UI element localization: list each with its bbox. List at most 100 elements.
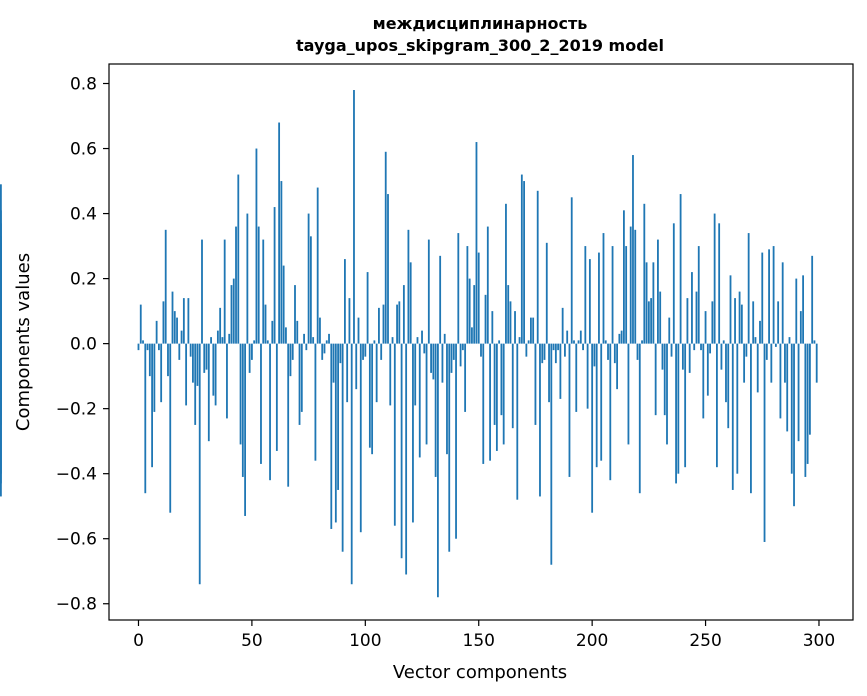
bar-299: [815, 343, 818, 383]
bar-220: [636, 343, 639, 360]
bar-72: [300, 343, 303, 412]
bar-68: [291, 343, 294, 360]
bar-117: [402, 285, 405, 344]
bar-208: [609, 343, 612, 481]
bar-232: [663, 343, 666, 416]
bar-209: [611, 246, 614, 344]
bar-25: [194, 343, 197, 425]
bar-34: [214, 343, 217, 406]
bar-196: [582, 343, 584, 351]
bar-144: [464, 343, 467, 412]
plot-frame: [108, 63, 854, 621]
bar-undefined: [0, 343, 2, 399]
bar-105: [375, 343, 378, 403]
bar-22: [187, 298, 190, 344]
bar-59: [271, 320, 274, 344]
bar-201: [593, 343, 596, 367]
x-tick-label: 0: [133, 631, 144, 651]
bar-268: [745, 343, 748, 357]
x-axis: 0 50 100 150 200 250 300: [133, 620, 835, 651]
bar-290: [795, 278, 798, 344]
bar-57: [266, 340, 269, 344]
bar-52: [255, 148, 258, 344]
bar-236: [672, 223, 675, 344]
bar-179: [543, 343, 546, 360]
bar-191: [570, 197, 573, 344]
bar-297: [811, 255, 814, 344]
bar-101: [366, 272, 369, 344]
bar-56: [264, 304, 267, 344]
bar-116: [400, 343, 403, 559]
bar-120: [409, 262, 412, 344]
bar-100: [364, 343, 367, 357]
bar-284: [781, 262, 784, 344]
bar-264: [736, 343, 739, 474]
bar-283: [779, 343, 782, 419]
bar-198: [586, 343, 589, 409]
bar-53: [257, 226, 260, 344]
bar-164: [509, 301, 512, 344]
bar-19: [180, 330, 183, 344]
bar-295: [806, 343, 809, 464]
bar-58: [269, 343, 271, 481]
bar-106: [378, 307, 380, 344]
bar-193: [575, 343, 578, 412]
bar-95: [353, 90, 355, 344]
bar-undefined: [0, 343, 2, 497]
bar-166: [514, 311, 516, 344]
y-tick-label: 0.2: [70, 270, 97, 290]
bar-218: [632, 155, 634, 344]
bar-12: [164, 229, 167, 344]
bar-259: [725, 343, 727, 403]
bar-73: [303, 333, 305, 344]
bar-133: [439, 255, 442, 344]
bar-115: [398, 301, 401, 344]
bar-129: [430, 343, 432, 373]
bar-125: [421, 330, 423, 344]
bar-7: [153, 343, 156, 412]
y-tick-label: −0.8: [56, 595, 97, 615]
bar-240: [681, 343, 684, 370]
bar-188: [564, 343, 566, 357]
bar-227: [652, 262, 655, 344]
chart-subtitle: tayga_upos_skipgram_300_2_2019 model: [296, 36, 664, 55]
bar-84: [328, 333, 330, 344]
bar-169: [520, 174, 523, 344]
bar-61: [275, 343, 278, 451]
chart-title: междисциплинарность: [373, 14, 588, 33]
bar-286: [786, 343, 789, 432]
bar-81: [321, 343, 324, 360]
bar-184: [554, 343, 557, 364]
bar-114: [396, 304, 398, 344]
bar-45: [239, 343, 242, 445]
bar-256: [718, 223, 721, 344]
bar-93: [348, 298, 351, 344]
bar-230: [659, 291, 662, 344]
bar-23: [189, 343, 192, 357]
bar-245: [693, 343, 696, 351]
bar-176: [536, 190, 539, 344]
bar-210: [613, 343, 616, 364]
bar-298: [813, 340, 816, 344]
bar-149: [475, 142, 478, 344]
bar-55: [262, 239, 265, 344]
bar-26: [196, 343, 199, 386]
bar-190: [568, 343, 571, 477]
bar-66: [287, 343, 290, 487]
bar-183: [552, 343, 555, 351]
bar-202: [595, 343, 598, 468]
bar-172: [527, 340, 530, 344]
bar-14: [169, 343, 172, 513]
bar-17: [176, 317, 178, 344]
bar-151: [480, 343, 482, 357]
bar-168: [518, 337, 521, 344]
bar-194: [577, 340, 580, 344]
bar-156: [491, 311, 494, 344]
bar-173: [530, 317, 532, 344]
bar-231: [661, 343, 664, 370]
bar-247: [697, 246, 700, 344]
bar-158: [495, 343, 498, 451]
bar-75: [307, 213, 310, 344]
bar-28: [201, 239, 203, 344]
bar-54: [260, 343, 262, 464]
